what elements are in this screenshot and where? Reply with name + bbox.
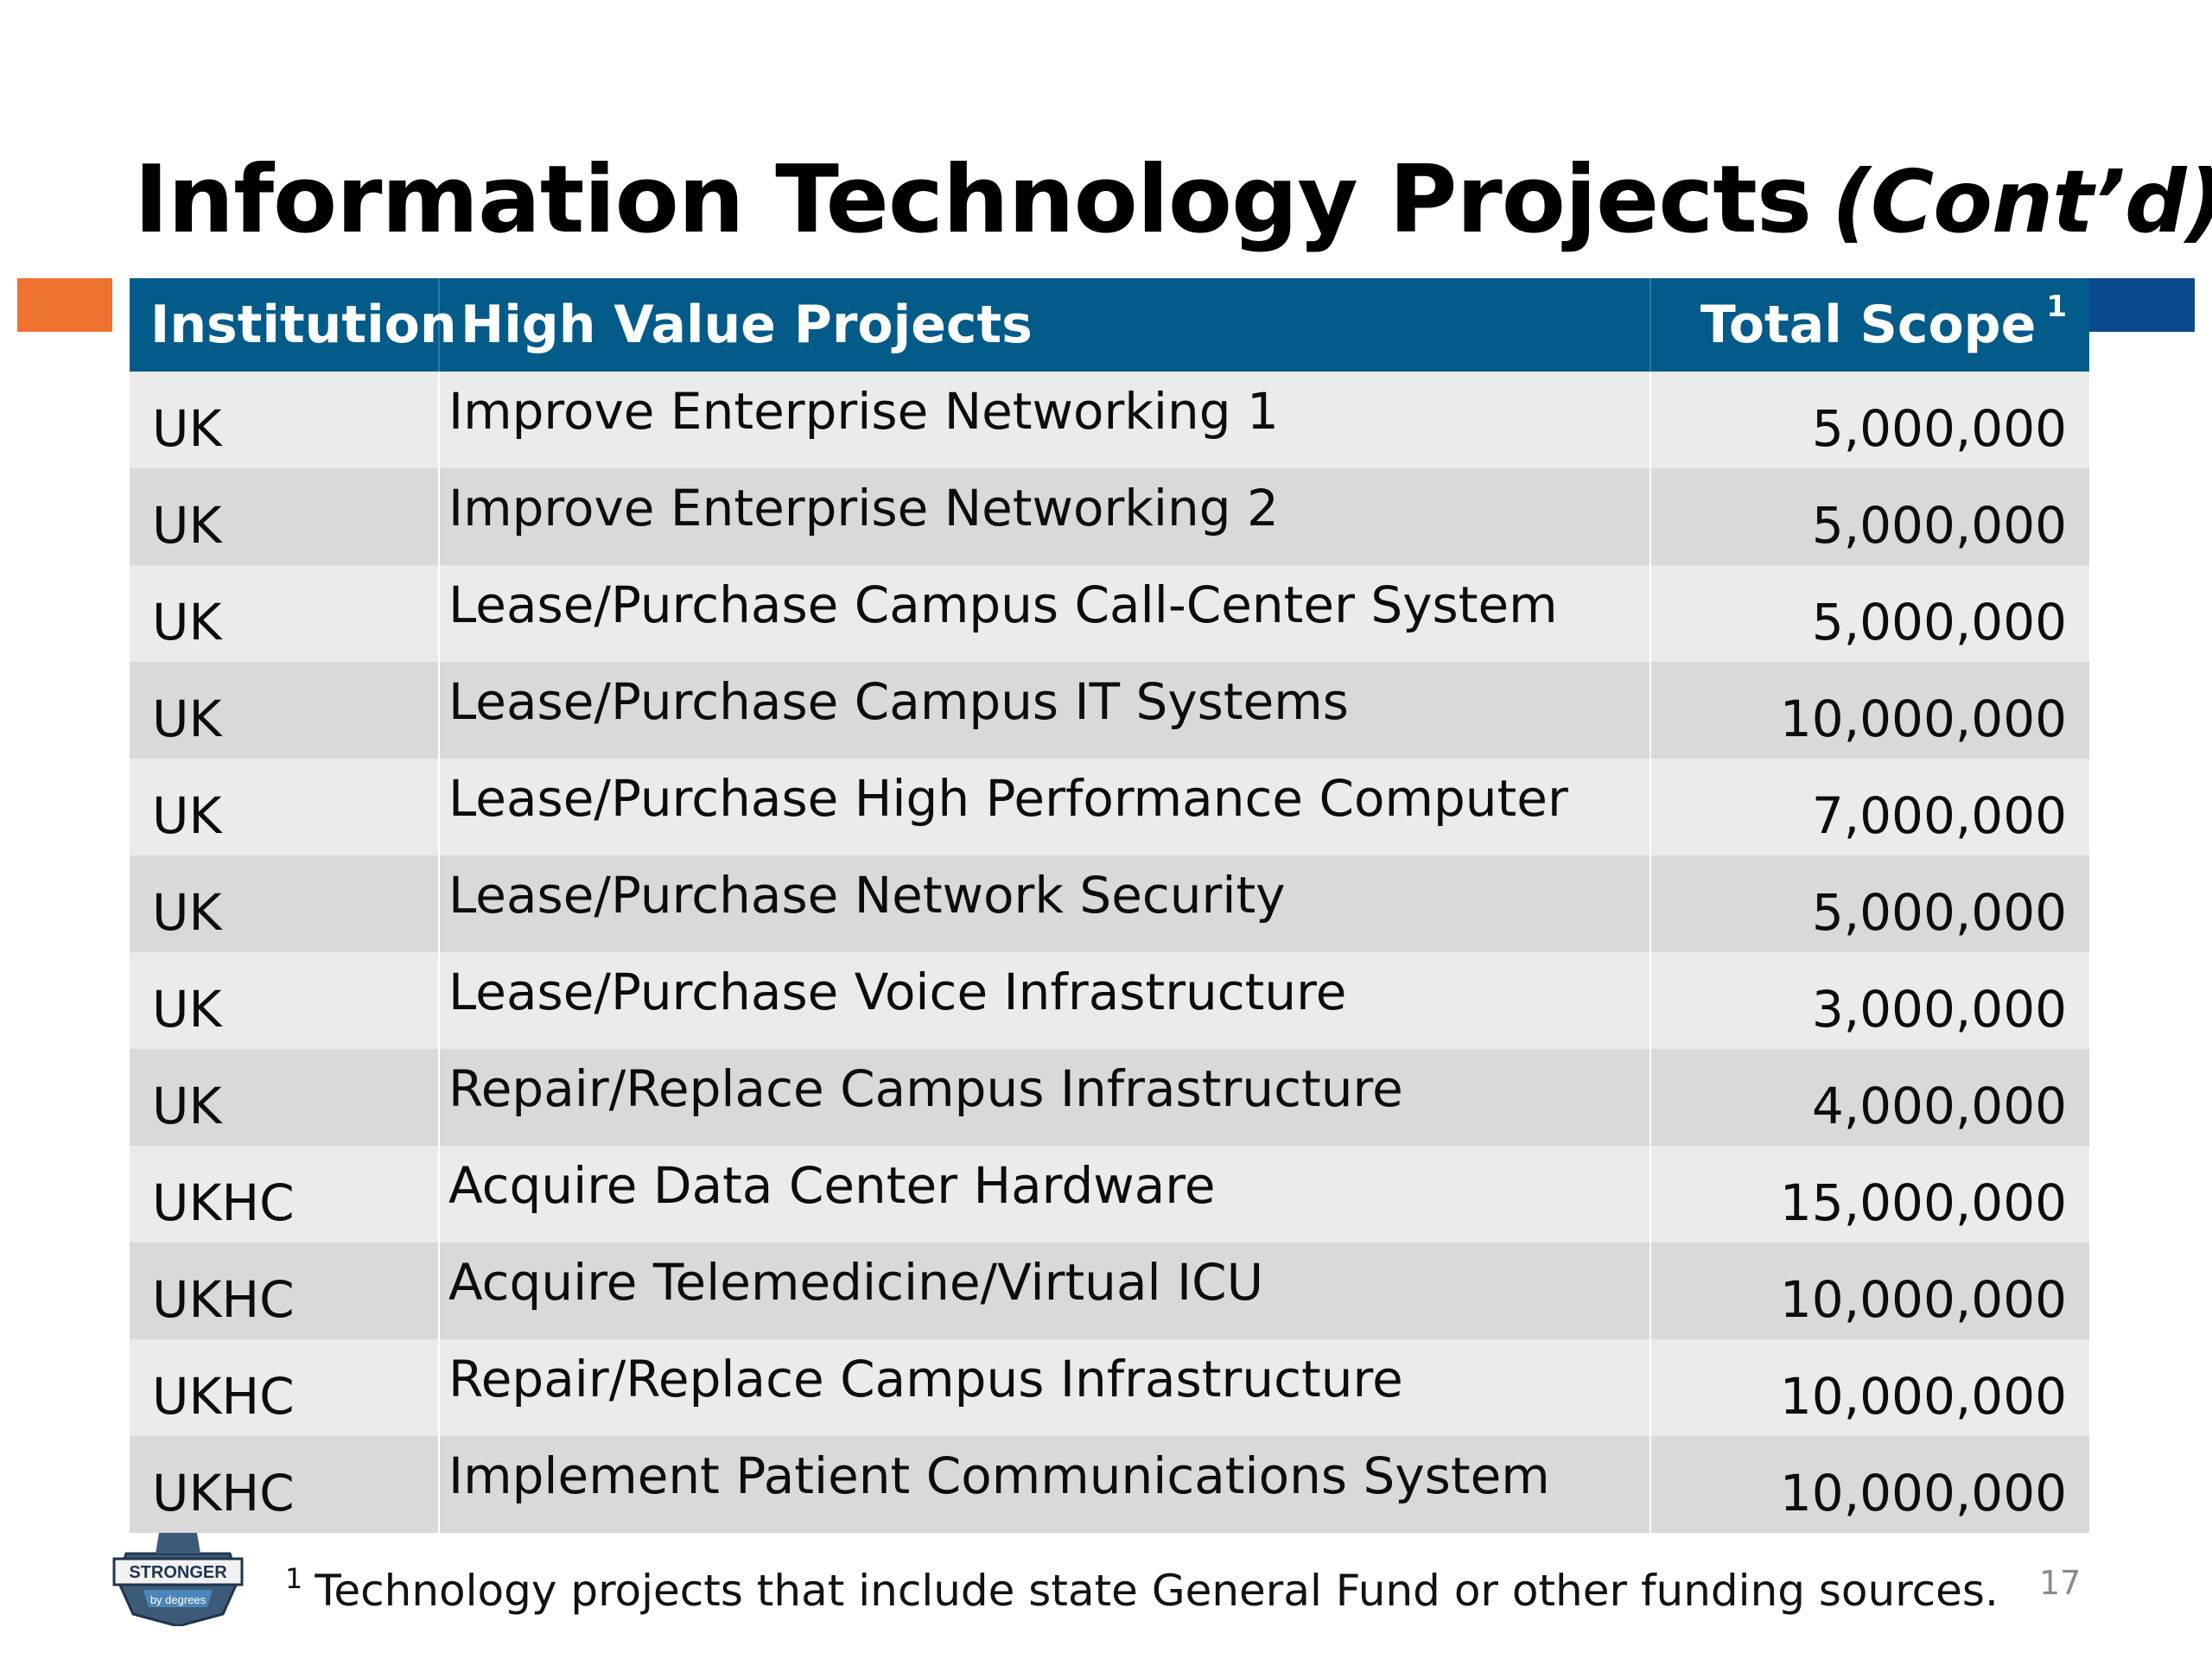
cell-institution: UKHC (152, 1270, 295, 1329)
table-row: UKHC Acquire Data Center Hardware 15,000,0… (130, 1146, 2089, 1243)
cell-institution: UKHC (152, 1464, 295, 1522)
footnote-marker: 1 (285, 1562, 303, 1595)
cell-project: Lease/Purchase Campus Call-Center System (438, 565, 1650, 662)
cell-total-scope: 3,000,000 (1649, 952, 2089, 1049)
cell-institution: UKHC (152, 1173, 295, 1232)
cell-institution: UK (152, 399, 222, 458)
footnote-text: Technology projects that include state G… (315, 1566, 1999, 1616)
cell-total-scope: 10,000,000 (1649, 1243, 2089, 1339)
cell-project: Repair/Replace Campus Infrastructure (438, 1339, 1650, 1436)
cell-project: Acquire Data Center Hardware (438, 1146, 1650, 1243)
title-main: Information Technology Projects (134, 146, 1812, 254)
cell-institution: UK (152, 786, 222, 845)
table-row: UK Improve Enterprise Networking 2 5,000,0… (130, 468, 2089, 565)
cell-total-scope: 5,000,000 (1649, 372, 2089, 468)
cell-institution: UKHC (152, 1367, 295, 1426)
cell-project: Lease/Purchase High Performance Computer (438, 759, 1650, 855)
shield-badge-icon: STRONGER by degrees (112, 1533, 244, 1626)
cell-total-scope: 4,000,000 (1649, 1049, 2089, 1146)
cell-project: Lease/Purchase Network Security (438, 855, 1650, 952)
table-header-row: Institution High Value Projects Total Sc… (130, 278, 2089, 372)
table-row: UK Lease/Purchase Campus IT Systems 10,000… (130, 662, 2089, 759)
cell-total-scope: 10,000,000 (1649, 1436, 2089, 1533)
projects-table: Institution High Value Projects Total Sc… (130, 278, 2089, 1533)
title-suffix: (Cont’d) (1832, 151, 2212, 252)
cell-project: Improve Enterprise Networking 1 (438, 372, 1650, 468)
blue-accent-bar (2074, 278, 2195, 332)
cell-total-scope: 10,000,000 (1649, 1339, 2089, 1436)
cell-institution: UK (152, 593, 222, 652)
header-institution: Institution (150, 295, 457, 355)
page-number: 17 (2039, 1564, 2082, 1602)
table-row: UK Lease/Purchase Campus Call-Center Syst… (130, 565, 2089, 662)
cell-project: Acquire Telemedicine/Virtual ICU (438, 1243, 1650, 1339)
logo-secondary-text: by degrees (150, 1593, 207, 1606)
cell-project: Repair/Replace Campus Infrastructure (438, 1049, 1650, 1146)
cell-institution: UK (152, 883, 222, 942)
header-projects: High Value Projects (438, 278, 1650, 372)
table-row: UKHC Acquire Telemedicine/Virtual ICU 10,0… (130, 1243, 2089, 1339)
cell-project: Improve Enterprise Networking 2 (438, 468, 1650, 565)
cell-project: Lease/Purchase Voice Infrastructure (438, 952, 1650, 1049)
cell-project: Implement Patient Communications System (438, 1436, 1650, 1533)
cell-project: Lease/Purchase Campus IT Systems (438, 662, 1650, 759)
header-total-label: Total Scope (1700, 295, 2037, 355)
cell-institution: UK (152, 980, 222, 1039)
cell-total-scope: 5,000,000 (1649, 468, 2089, 565)
cell-total-scope: 10,000,000 (1649, 662, 2089, 759)
cell-total-scope: 5,000,000 (1649, 565, 2089, 662)
table-row: UKHC Implement Patient Communications Sys… (130, 1436, 2089, 1533)
cell-institution: UK (152, 690, 222, 748)
table-body: UK Improve Enterprise Networking 1 5,000,0… (130, 372, 2089, 1533)
header-footnote-marker: 1 (2046, 289, 2067, 324)
table-row: UK Lease/Purchase Network Security 5,000,0… (130, 855, 2089, 952)
table-row: UKHC Repair/Replace Campus Infrastructure… (130, 1339, 2089, 1436)
cell-institution: UK (152, 1077, 222, 1135)
table-row: UK Repair/Replace Campus Infrastructure 4,… (130, 1049, 2089, 1146)
logo-primary-text: STRONGER (129, 1563, 227, 1582)
table-row: UK Lease/Purchase High Performance Comput… (130, 759, 2089, 855)
cell-total-scope: 7,000,000 (1649, 759, 2089, 855)
orange-accent-bar (17, 278, 112, 332)
header-total-scope: Total Scope 1 (1649, 278, 2089, 372)
cell-total-scope: 5,000,000 (1649, 855, 2089, 952)
footnote: 1 Technology projects that include state … (285, 1562, 1999, 1616)
cell-institution: UK (152, 496, 222, 555)
table-row: UK Improve Enterprise Networking 1 5,000,0… (130, 372, 2089, 468)
cell-total-scope: 15,000,000 (1649, 1146, 2089, 1243)
page-title: Information Technology Projects (Cont’d) (134, 146, 2212, 254)
table-row: UK Lease/Purchase Voice Infrastructure 3,0… (130, 952, 2089, 1049)
